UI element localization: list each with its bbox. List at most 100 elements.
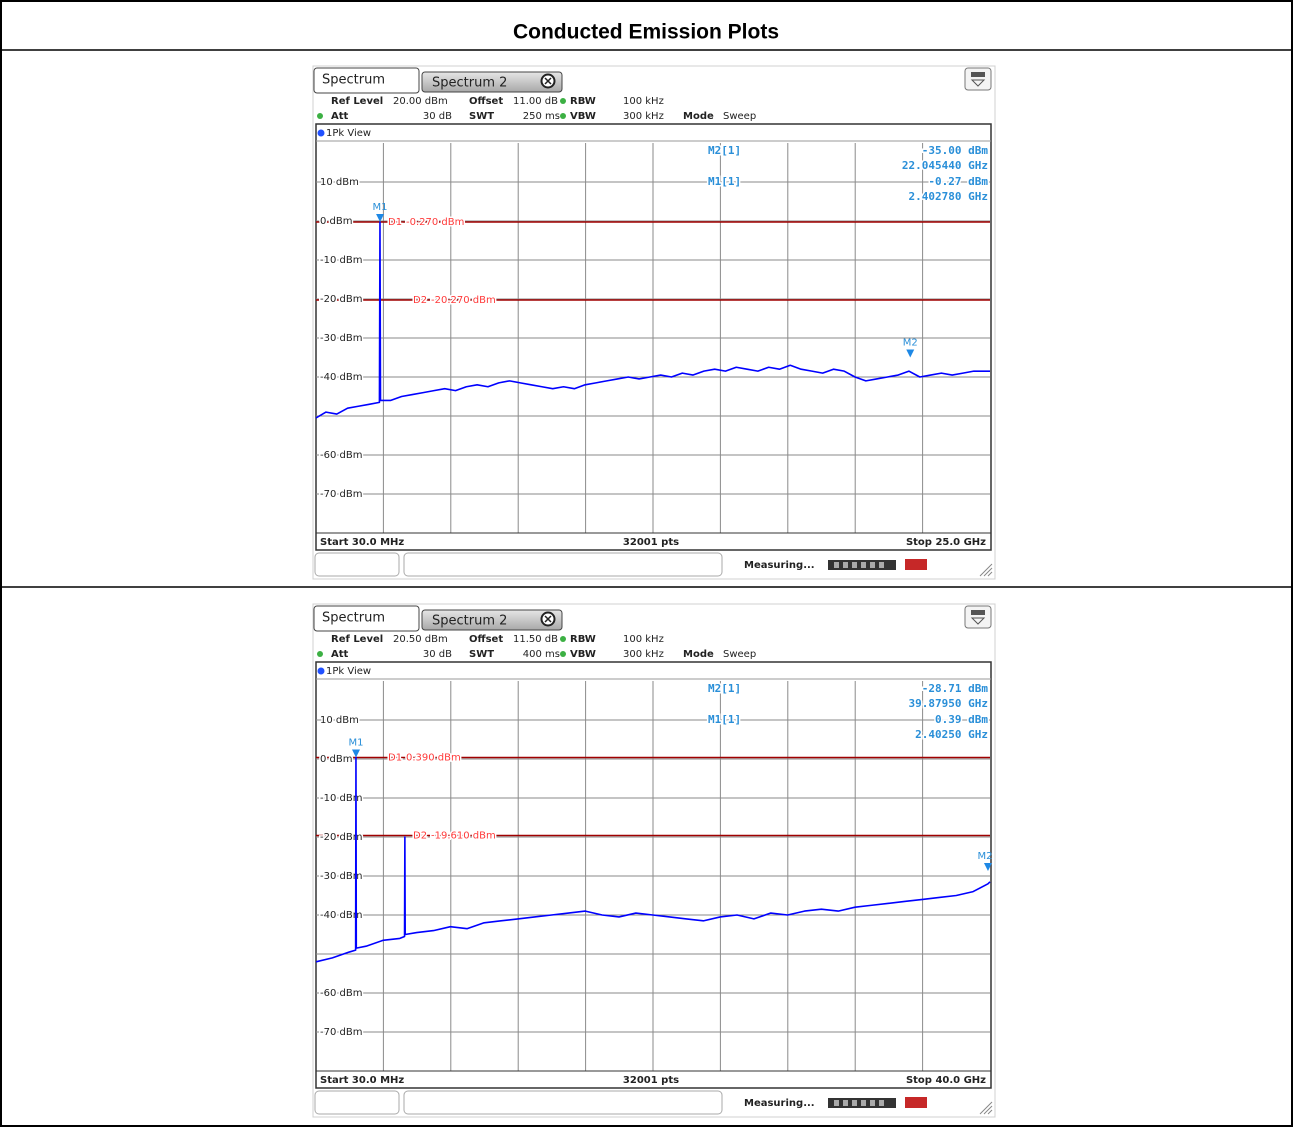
display-line-name: D2 [413,830,427,841]
progress-step [843,562,848,568]
display-line-label: -0.270 dBm [406,217,464,228]
display-line-name: D1 [388,752,402,763]
marker [906,349,915,358]
setting-name: RBW [570,634,596,645]
setting-name: Ref Level [331,96,383,107]
view-dot [317,129,325,137]
marker [376,214,385,223]
document-title: Conducted Emission Plots [513,21,779,44]
setting-value: 11.50 dB [513,634,558,645]
display-line-name: D1 [388,217,402,228]
marker-info-freq: 39.87950 GHz [909,697,988,710]
trace [315,221,990,419]
marker-info-value: -0.27 dBm [928,175,988,188]
points-label: 32001 pts [623,537,679,548]
status-dot [317,113,323,119]
status-dot [560,98,566,104]
progress-step [861,1100,866,1106]
setting-value: 11.00 dB [513,96,558,107]
setting-value: 20.50 dBm [393,634,448,645]
tab-label: Spectrum [322,73,385,88]
setting-name: VBW [570,111,596,122]
marker-info-label: M1[1] [708,175,741,188]
y-tick-label: -70 dBm [320,1027,362,1038]
progress-step [852,1100,857,1106]
marker-info-value: -28.71 dBm [922,682,989,695]
setting-name: Mode [683,649,714,660]
marker-info-freq: 2.40250 GHz [915,728,988,741]
view-dot [317,667,325,675]
marker [352,749,361,758]
progress-step [843,1100,848,1106]
marker-name: M1 [349,737,364,748]
marker-name: M2 [978,851,993,862]
setting-name: Ref Level [331,634,383,645]
display-line-label: -19.610 dBm [431,830,496,841]
y-tick-label: -30 dBm [320,333,362,344]
status-icon [905,559,927,570]
setting-value: 250 ms [523,111,560,122]
menu-icon [970,617,986,625]
y-tick-label: -40 dBm [320,372,362,383]
progress-step [834,1100,839,1106]
status-field [403,1090,723,1115]
menu-icon [971,72,985,77]
y-tick-label: -10 dBm [320,255,362,266]
resize-grip [979,563,993,577]
progress-step [834,562,839,568]
y-tick-label: -10 dBm [320,793,362,804]
marker-info-value: 0.39 dBm [935,713,988,726]
display-line-name: D2 [413,295,427,306]
setting-name: Att [331,111,349,122]
status-label: Measuring... [744,560,815,571]
y-tick-label: 0 dBm [320,754,353,765]
tab-inactive [421,71,563,93]
trace [315,756,991,963]
progress-step [852,562,857,568]
close-icon [544,77,552,85]
y-tick-label: 10 dBm [320,715,359,726]
marker-name: M2 [903,338,918,349]
marker [983,862,992,871]
progress-step [879,1100,884,1106]
setting-name: VBW [570,649,596,660]
setting-name: Offset [469,96,503,107]
status-dot [560,113,566,119]
x-start-label: Start 30.0 MHz [320,537,404,548]
y-tick-label: 10 dBm [320,177,359,188]
x-stop-label: Stop 40.0 GHz [906,1075,986,1086]
setting-name: Mode [683,111,714,122]
y-tick-label: -20 dBm [320,832,362,843]
setting-value: Sweep [723,649,756,660]
progress-step [870,562,875,568]
y-tick-label: 0 dBm [320,216,353,227]
setting-name: RBW [570,96,596,107]
marker-info-freq: 2.402780 GHz [909,190,988,203]
setting-value: 100 kHz [623,634,664,645]
setting-name: SWT [469,111,494,122]
x-stop-label: Stop 25.0 GHz [906,537,986,548]
menu-icon [971,610,985,615]
setting-value: 300 kHz [623,111,664,122]
y-tick-label: -70 dBm [320,489,362,500]
marker-name: M1 [373,202,388,213]
marker-info-freq: 22.045440 GHz [902,159,988,172]
status-field [314,1090,400,1115]
view-label: 1Pk View [326,128,371,139]
status-dot [560,636,566,642]
y-tick-label: -20 dBm [320,294,362,305]
y-tick-label: -60 dBm [320,988,362,999]
tab-label: Spectrum [322,611,385,626]
status-field [403,552,723,577]
menu-icon [970,79,986,87]
setting-value: 400 ms [523,649,560,660]
setting-value: 300 kHz [623,649,664,660]
setting-value: 30 dB [423,649,452,660]
display-line-label: -20.270 dBm [431,295,496,306]
setting-name: Att [331,649,349,660]
setting-value: 20.00 dBm [393,96,448,107]
setting-value: 30 dB [423,111,452,122]
points-label: 32001 pts [623,1075,679,1086]
